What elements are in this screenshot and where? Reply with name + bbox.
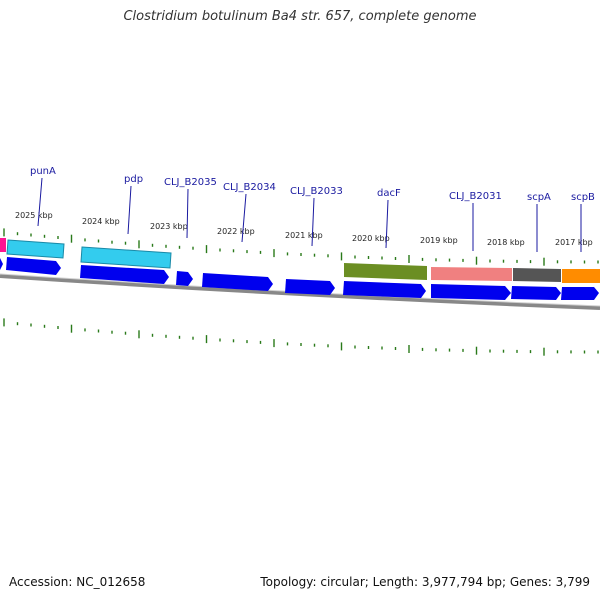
accession-text: Accession: NC_012658 [9, 575, 146, 589]
cds-arrow-9[interactable] [511, 286, 561, 300]
feature-block-scpA[interactable] [513, 268, 561, 282]
gene-label-CLJ_B2031[interactable]: CLJ_B2031 [449, 191, 502, 202]
cds-arrow-3[interactable] [80, 265, 169, 284]
leader-line-CLJ_B2034 [241, 193, 247, 243]
feature-block-pink[interactable] [0, 238, 6, 252]
cds-arrow-7[interactable] [343, 281, 426, 298]
leader-line-pdp [127, 185, 132, 235]
genome-backbone [0, 274, 600, 310]
cds-arrow-4[interactable] [176, 271, 193, 286]
cds-arrow-8[interactable] [431, 284, 511, 300]
kbp-label: 2019 kbp [420, 236, 458, 245]
gene-label-CLJ_B2035[interactable]: CLJ_B2035 [164, 177, 217, 188]
feature-block-CLJ_B2031[interactable] [431, 267, 512, 281]
kbp-label: 2021 kbp [285, 231, 323, 240]
inner-ticks [3, 318, 599, 356]
kbp-label: 2017 kbp [555, 238, 593, 247]
cds-arrow-1[interactable] [0, 258, 3, 270]
genome-summary-text: Topology: circular; Length: 3,977,794 bp… [260, 575, 590, 589]
kbp-label: 2025 kbp [15, 211, 53, 220]
kbp-label: 2023 kbp [150, 222, 188, 231]
leader-line-CLJ_B2033 [311, 197, 315, 247]
kbp-label: 2018 kbp [487, 238, 525, 247]
gene-leader-lines [37, 177, 582, 252]
cds-arrow-2[interactable] [6, 257, 61, 275]
kbp-label: 2020 kbp [352, 234, 390, 243]
gene-label-dacF[interactable]: dacF [377, 188, 401, 199]
gene-label-scpA[interactable]: scpA [527, 192, 551, 203]
feature-block-pdp[interactable] [80, 246, 172, 269]
cds-arrow-10[interactable] [561, 287, 599, 300]
kbp-label: 2022 kbp [217, 227, 255, 236]
gene-label-punA[interactable]: punA [30, 166, 56, 177]
gene-label-pdp[interactable]: pdp [124, 174, 143, 185]
feature-block-punA[interactable] [6, 239, 65, 259]
leader-line-punA [37, 177, 43, 227]
kbp-label: 2024 kbp [82, 217, 120, 226]
feature-block-dacF[interactable] [344, 263, 427, 280]
leader-line-dacF [385, 199, 389, 249]
feature-block-scpB[interactable] [562, 269, 600, 283]
leader-line-CLJ_B2035 [186, 188, 189, 239]
gene-label-CLJ_B2033[interactable]: CLJ_B2033 [290, 186, 343, 197]
cds-arrow-5[interactable] [202, 273, 273, 291]
gene-label-scpB[interactable]: scpB [571, 192, 595, 203]
map-title: Clostridium botulinum Ba4 str. 657, comp… [123, 9, 477, 24]
outer-ticks [3, 228, 599, 266]
cds-arrow-6[interactable] [285, 279, 335, 295]
gene-label-CLJ_B2034[interactable]: CLJ_B2034 [223, 182, 276, 193]
